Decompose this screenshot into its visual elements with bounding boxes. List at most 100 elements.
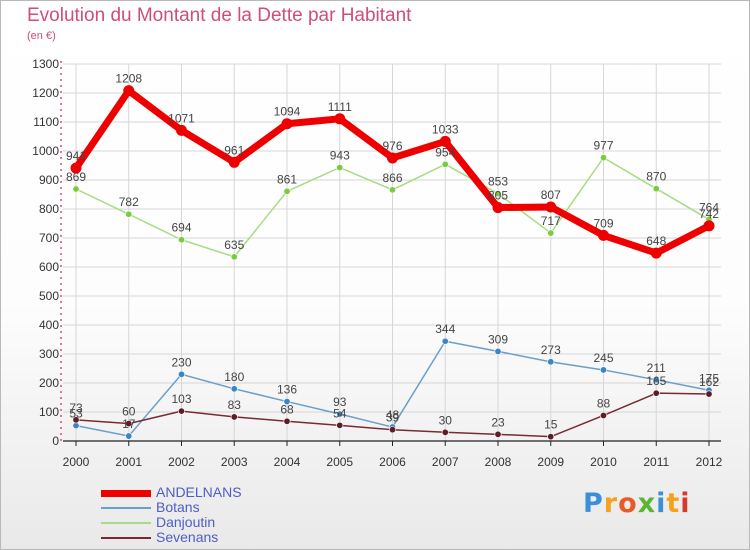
data-label: 943 — [330, 149, 350, 163]
data-point — [441, 428, 449, 436]
data-label: 717 — [541, 214, 561, 228]
logo-letter: P — [583, 488, 604, 519]
data-point — [599, 366, 607, 374]
data-point — [598, 229, 609, 241]
x-tick-label: 2012 — [696, 455, 723, 469]
data-label: 807 — [541, 188, 561, 202]
data-point — [228, 156, 240, 168]
proxiti-logo: Proxiti — [583, 488, 691, 519]
data-label: 230 — [171, 355, 191, 369]
data-point — [652, 376, 660, 384]
legend-item: Sevenans — [101, 530, 321, 545]
x-tick-label: 2009 — [537, 455, 564, 469]
x-tick-label: 2004 — [274, 455, 301, 469]
data-point — [72, 185, 80, 193]
x-tick-label: 2010 — [590, 455, 617, 469]
data-point — [178, 407, 186, 415]
data-point — [388, 426, 396, 434]
logo-letter: i — [680, 488, 691, 519]
x-tick-label: 2000 — [63, 455, 90, 469]
data-label: 83 — [228, 398, 242, 412]
data-label: 976 — [382, 139, 402, 153]
data-label: 635 — [224, 238, 244, 252]
data-label: 23 — [491, 415, 505, 429]
data-point — [439, 135, 451, 147]
y-tick-label: 400 — [39, 318, 59, 332]
logo-letter: i — [656, 488, 667, 519]
data-point — [494, 190, 502, 198]
data-point — [703, 220, 715, 232]
data-label: 162 — [699, 375, 719, 389]
data-label: 870 — [646, 170, 666, 184]
y-tick-label: 800 — [39, 202, 59, 216]
data-label: 17 — [122, 417, 136, 431]
y-tick-label: 1000 — [32, 144, 59, 158]
y-tick-label: 600 — [39, 260, 59, 274]
data-label: 782 — [119, 195, 139, 209]
data-label: 764 — [699, 200, 719, 214]
data-point — [547, 433, 555, 441]
data-label: 136 — [277, 383, 297, 397]
chart-subtitle: (en €) — [27, 30, 56, 42]
legend-label: Botans — [156, 499, 200, 515]
legend-swatch — [101, 507, 151, 509]
data-point — [336, 410, 344, 418]
data-point — [652, 389, 660, 397]
data-label: 48 — [386, 408, 400, 422]
data-label: 245 — [593, 351, 613, 365]
x-tick-label: 2001 — [115, 455, 142, 469]
axes: 0 100 200 300 400 500 600 700 800 900 1000 1100 1200… — [32, 57, 722, 469]
chart-legend: ANDELNANS Botans Danjoutin Sevenans — [101, 485, 321, 545]
data-point — [599, 154, 607, 162]
data-label: 103 — [171, 392, 191, 406]
data-label: 175 — [699, 371, 719, 385]
x-tick-label: 2007 — [432, 455, 459, 469]
data-point — [547, 358, 555, 366]
data-point — [178, 236, 186, 244]
data-point — [125, 420, 133, 428]
data-point — [492, 202, 504, 214]
data-point — [494, 430, 502, 438]
data-point — [283, 398, 291, 406]
data-label: 954 — [435, 145, 455, 159]
data-point — [547, 229, 555, 237]
y-tick-label: 200 — [39, 376, 59, 390]
data-point — [125, 210, 133, 218]
x-tick-label: 2005 — [326, 455, 353, 469]
y-tick-label: 300 — [39, 347, 59, 361]
data-label: 869 — [66, 170, 86, 184]
data-label: 866 — [382, 171, 402, 185]
data-point — [230, 413, 238, 421]
data-point — [441, 337, 449, 345]
x-tick-label: 2008 — [485, 455, 512, 469]
x-tick-label: 2003 — [221, 455, 248, 469]
data-label: 73 — [69, 401, 83, 415]
legend-item: ANDELNANS — [101, 485, 321, 500]
legend-swatch — [101, 522, 151, 524]
logo-letter: r — [603, 488, 619, 519]
legend-item: Botans — [101, 500, 321, 515]
legend-label: Danjoutin — [156, 514, 216, 530]
data-point — [70, 162, 82, 174]
data-point — [545, 201, 557, 213]
logo-letter: t — [666, 488, 681, 519]
y-tick-label: 900 — [39, 173, 59, 187]
data-label: 211 — [647, 361, 666, 375]
y-tick-label: 700 — [39, 231, 59, 245]
y-tick-label: 0 — [52, 434, 59, 448]
grid-lines — [63, 63, 721, 441]
legend-label: ANDELNANS — [156, 484, 242, 500]
data-point — [281, 118, 293, 130]
y-tick-label: 100 — [39, 405, 59, 419]
data-label: 941 — [66, 149, 86, 163]
legend-swatch — [101, 537, 151, 539]
y-tick-label: 1100 — [33, 115, 59, 129]
data-label: 344 — [435, 322, 455, 336]
data-point — [230, 253, 238, 261]
data-label: 309 — [488, 332, 508, 346]
data-point — [336, 421, 344, 429]
data-label: 742 — [699, 207, 719, 221]
data-point — [336, 164, 344, 172]
data-point — [387, 152, 398, 164]
